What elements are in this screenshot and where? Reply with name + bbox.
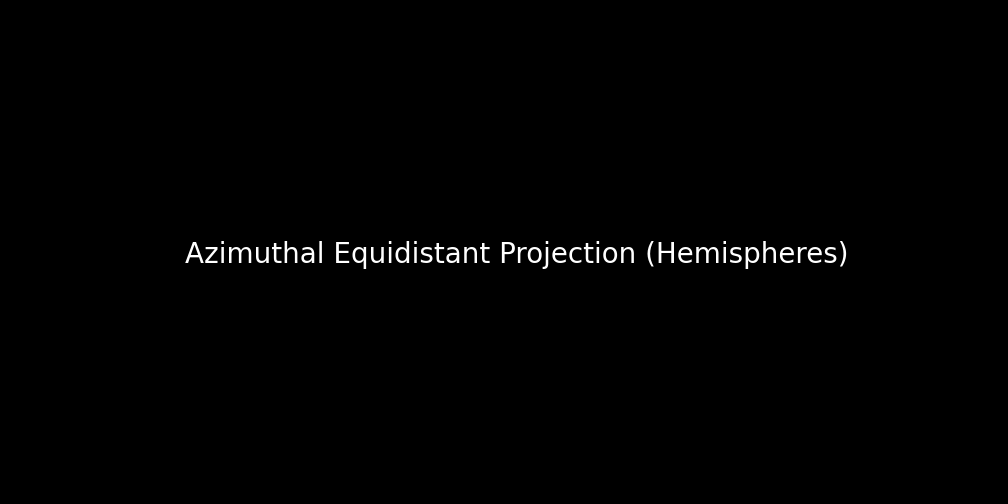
Text: Azimuthal Equidistant Projection (Hemispheres): Azimuthal Equidistant Projection (Hemisp… bbox=[184, 240, 849, 269]
